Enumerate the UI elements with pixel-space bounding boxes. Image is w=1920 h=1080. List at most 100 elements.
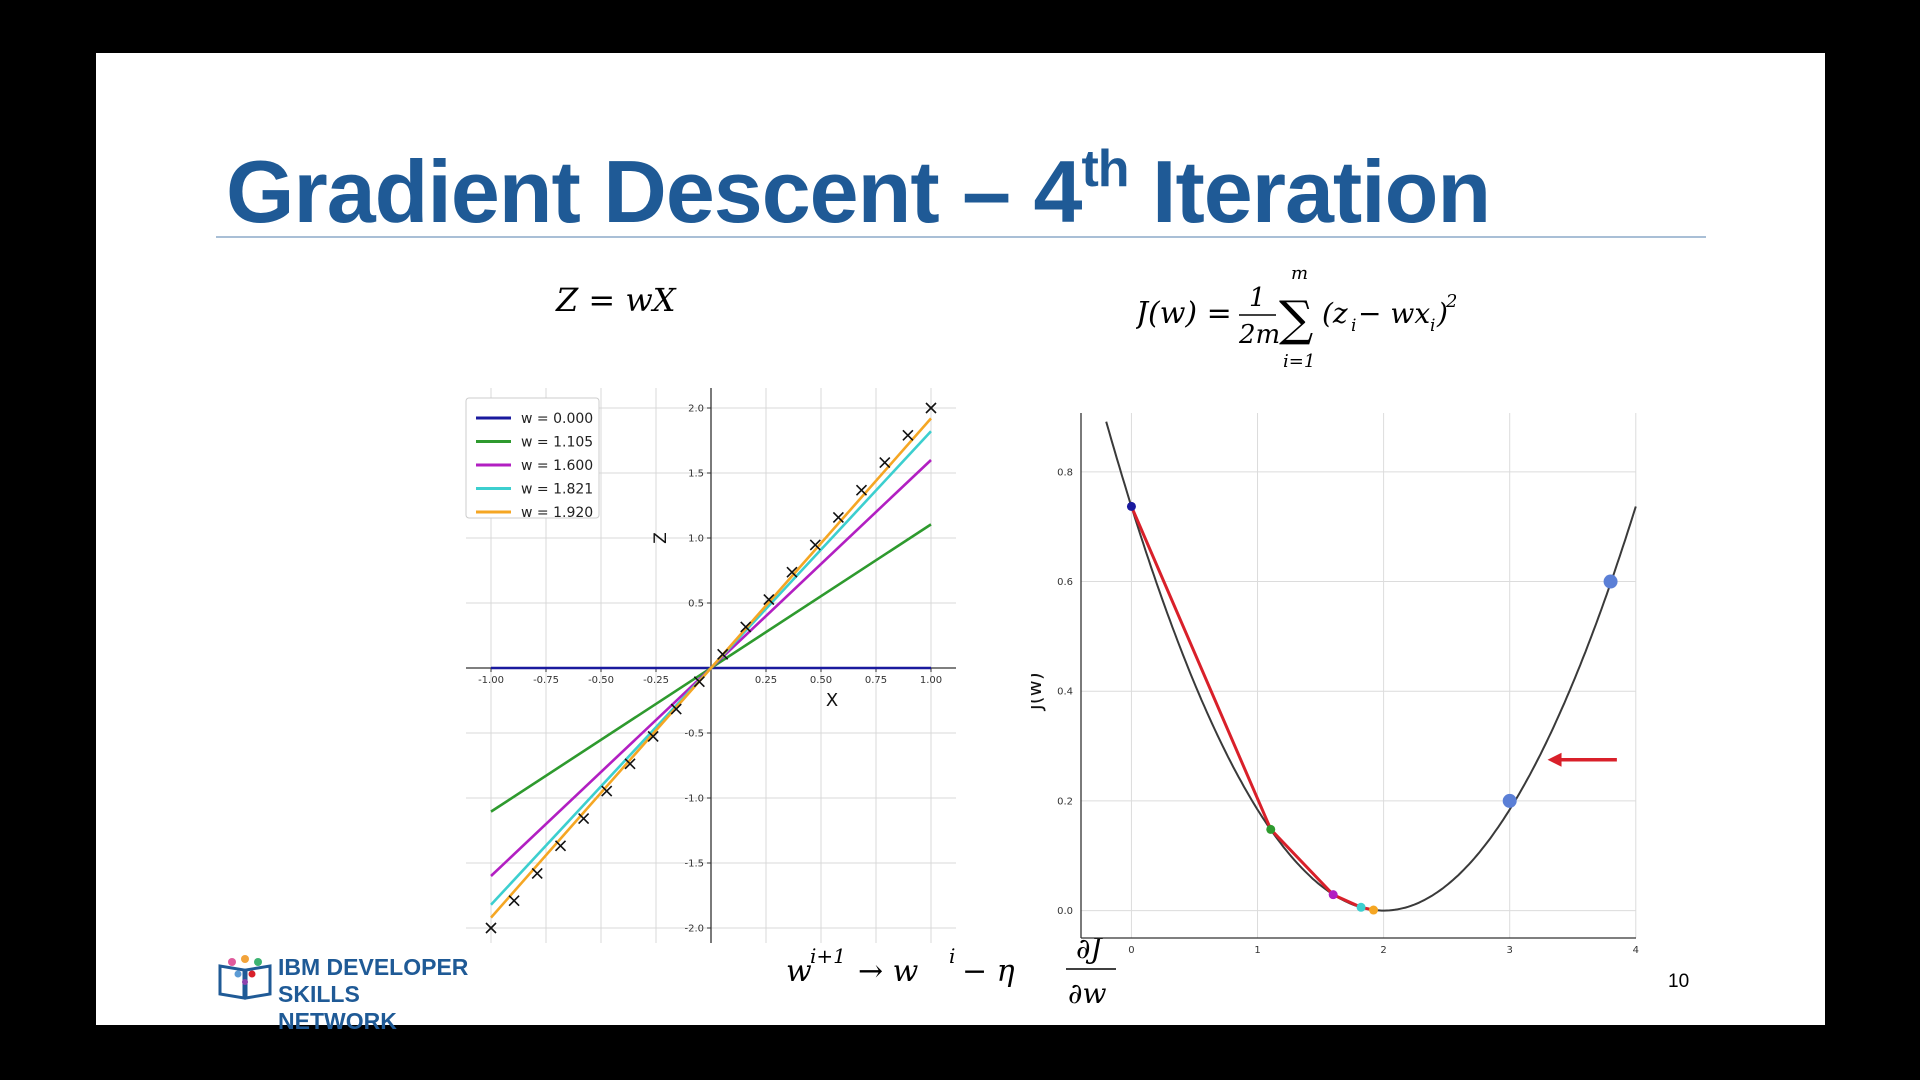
update-superscript: i [949,944,955,968]
x-tick-label-1: 1 [1254,945,1260,956]
legend-label-1: w = 1.105 [521,435,593,451]
slide: Gradient Descent – 4th Iteration Z = wX … [96,53,1825,1034]
cost-numerator: 1 [1249,283,1266,313]
x-tick-label-7: 1.00 [920,675,942,686]
descent-point-2 [1328,890,1338,900]
cost-rhs-subscript: i [1351,316,1356,336]
cost-rhs-middle: − wx [1358,297,1430,330]
y-tick-label-2: -1.0 [684,794,704,805]
y-tick-label-4: 0.8 [1057,467,1073,478]
sum-upper-limit: m [1291,263,1308,284]
descent-point-1 [1266,824,1276,834]
sum-lower-limit: i=1 [1283,351,1315,372]
x-axis-label: w [1375,957,1391,963]
legend-label-3: w = 1.821 [521,482,593,498]
x-tick-label-6: 0.75 [865,675,887,686]
y-tick-label-6: 1.5 [688,469,704,480]
descent-path [1130,505,1374,912]
data-point-12 [763,594,775,606]
title-underline [216,236,1706,238]
logo-text: IBM DEVELOPER SKILLS NETWORK [278,954,476,1035]
page-number: 10 [1668,971,1690,992]
cost-exponent: 2 [1445,291,1456,312]
regression-lines-chart: -1.00 -0.75 -0.50 -0.25 0.25 0.50 0.75 1.00 -2.0… [465,388,956,943]
data-point-2 [531,867,543,879]
update-arrow-term: → w [858,954,919,989]
legend-label-4: w = 1.920 [521,505,593,521]
data-point-6 [624,758,636,770]
logo-line-2: SKILLS NETWORK [278,981,397,1034]
y-tick-label-7: 2.0 [688,404,704,415]
data-point-1 [508,895,520,907]
data-point-7 [647,730,659,742]
y-axis-label: J(w) [1031,672,1046,712]
sum-symbol: ∑ [1279,291,1313,347]
legend-label-2: w = 1.600 [521,458,593,474]
legend: w = 0.000 w = 1.105 w = 1.600 w = 1.821 w = … [465,397,600,521]
cost-equation: J(w) = 1 2m m ∑ i=1 (z i − wx i ) 2 [1136,263,1456,372]
cost-rhs-close: ) [1436,297,1448,330]
y-tick-label-2: 0.4 [1057,687,1073,698]
ibm-developer-logo: IBM DEVELOPER SKILLS NETWORK [216,948,476,1034]
reference-point-0 [1502,793,1517,808]
title-end: Iteration [1128,142,1491,241]
cost-denominator: 2m [1238,320,1280,350]
data-point-17 [879,457,891,469]
data-point-19 [925,402,937,414]
reference-point-1 [1603,574,1618,589]
x-tick-label-5: 0.50 [810,675,832,686]
y-tick-label-0: 0.0 [1057,906,1073,917]
cost-lhs: J(w) = [1136,296,1232,331]
legend-label-0: w = 0.000 [521,411,593,427]
data-point-3 [554,840,567,852]
x-tick-label-4: 0.25 [755,675,777,686]
update-learning-rate: − η [962,954,1015,989]
data-point-4 [578,812,590,825]
data-point-9 [693,676,705,688]
y-tick-label-3: 0.6 [1057,577,1073,588]
y-tick-label-0: -2.0 [684,924,704,935]
x-tick-label-2: -0.50 [588,675,614,686]
title-main: Gradient Descent – 4 [226,142,1082,241]
update-lhs-superscript: i+1 [810,944,846,968]
data-point-11 [740,621,752,633]
data-point-5 [601,785,613,797]
data-point-10 [717,648,729,660]
y-tick-label-1: 0.2 [1057,796,1073,807]
data-point-18 [902,429,914,441]
cost-function-chart: 0 1 2 3 4 0.0 0.2 0.4 0.6 0.8 w J(w) [1031,413,1639,963]
descent-point-3 [1356,902,1366,912]
model-equation: Z = wX [556,281,676,319]
direction-arrow-head [1547,752,1562,767]
cost-rhs-subscript-2: i [1430,316,1435,336]
data-point-8 [670,703,682,715]
y-tick-label-1: -1.5 [684,859,704,870]
logo-line-1: IBM DEVELOPER [278,954,469,980]
y-tick-label-4: 0.5 [688,599,704,610]
x-tick-label-0: -1.00 [478,675,504,686]
data-point-14 [809,539,821,551]
y-axis-label: Z [651,532,671,544]
data-point-15 [832,511,844,524]
title-superscript: th [1081,139,1129,198]
x-tick-label-0: 0 [1128,945,1134,956]
data-point-0 [485,922,497,934]
x-tick-label-4: 4 [1633,945,1639,956]
x-tick-label-3: 3 [1507,945,1513,956]
series-line-4 [490,417,932,919]
cost-rhs-start: (z [1322,297,1348,330]
y-tick-label-5: 1.0 [688,534,704,545]
update-lhs: w [786,954,812,989]
y-tick-label-3: -0.5 [684,729,704,740]
data-point-16 [855,484,868,496]
descent-point-4 [1369,905,1379,915]
slide-title: Gradient Descent – 4th Iteration [226,143,1491,236]
x-axis-label: X [826,690,838,711]
cost-curve [1105,421,1637,912]
update-denominator: ∂w [1068,977,1106,1010]
x-tick-label-2: 2 [1380,945,1386,956]
data-point-13 [786,566,798,578]
book-network-icon [218,955,272,1000]
x-tick-label-3: -0.25 [643,675,669,686]
x-tick-label-1: -0.75 [533,675,559,686]
